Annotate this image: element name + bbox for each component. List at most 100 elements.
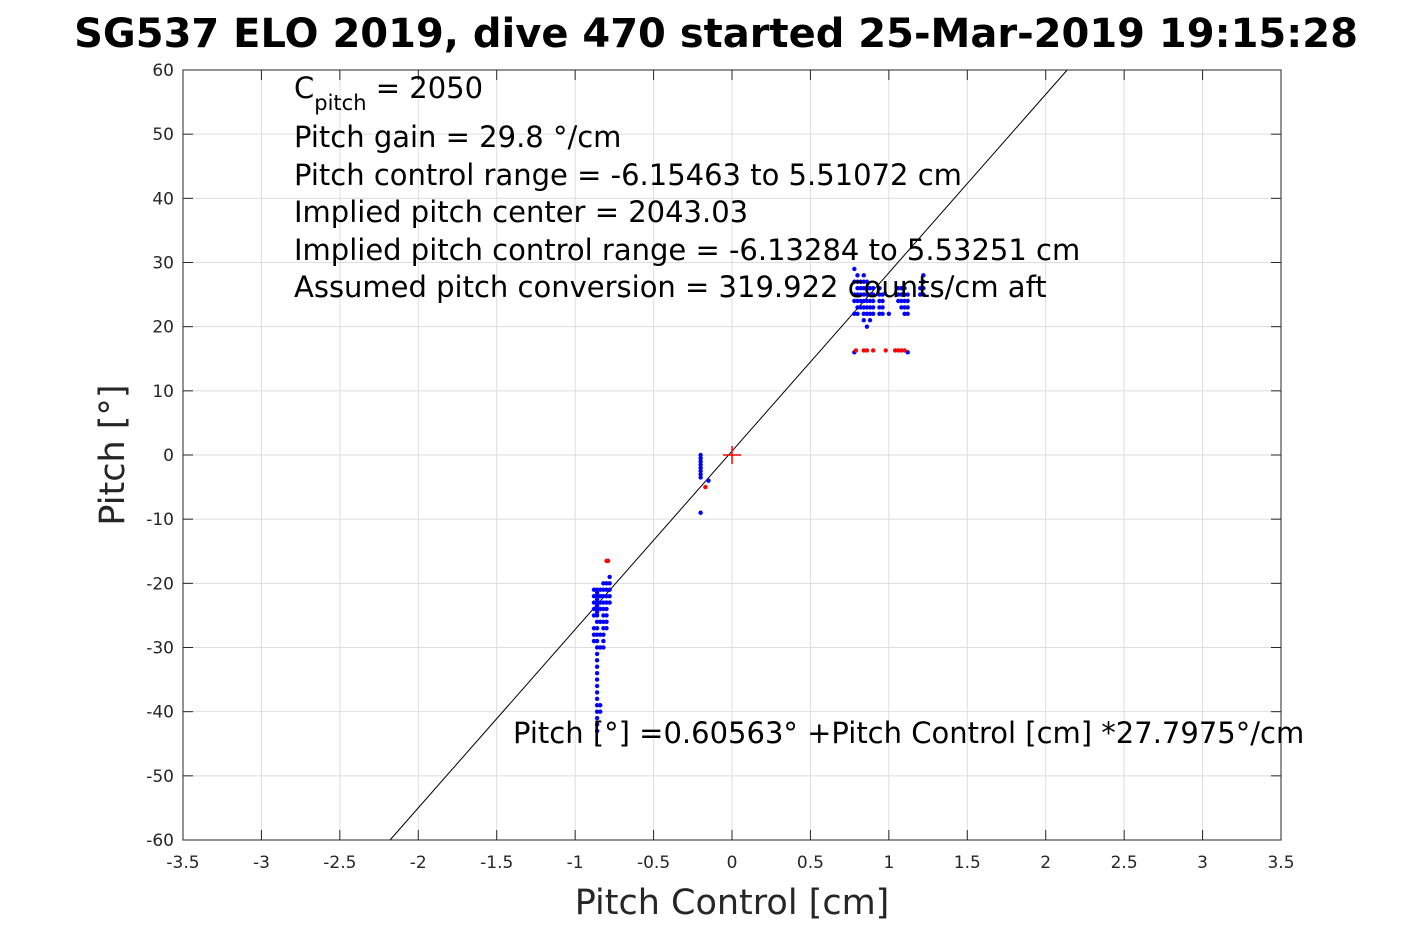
red-data-point xyxy=(902,348,907,353)
blue-data-point xyxy=(880,298,885,304)
blue-data-point xyxy=(601,613,606,618)
y-tick-label: 0 xyxy=(163,446,174,466)
blue-data-point xyxy=(607,574,612,580)
red-data-point xyxy=(896,348,901,353)
blue-data-point xyxy=(870,285,876,291)
blue-data-point xyxy=(852,311,857,317)
blue-data-point xyxy=(905,311,910,317)
blue-data-point xyxy=(594,683,600,689)
blue-data-point xyxy=(855,285,860,291)
blue-data-point xyxy=(591,606,597,612)
blue-data-point xyxy=(899,305,904,310)
blue-data-point xyxy=(591,638,597,644)
blue-data-point xyxy=(870,305,876,310)
blue-data-point xyxy=(905,292,910,297)
red-data-point xyxy=(703,484,708,490)
ticks: -3.5 -3 -2.5 -2 -1.5 -1 -0.5 0 0.5 1 1.5 2 2.5 3 3.5 -6… xyxy=(146,61,1294,873)
blue-data-point xyxy=(858,292,863,297)
data-points xyxy=(591,266,926,734)
blue-data-point xyxy=(855,279,860,284)
blue-data-point xyxy=(698,456,703,461)
blue-data-point xyxy=(591,632,597,637)
blue-data-point xyxy=(604,619,609,625)
blue-data-point xyxy=(698,472,703,477)
blue-data-point xyxy=(861,305,866,310)
blue-data-point xyxy=(896,285,901,291)
blue-data-point xyxy=(880,305,885,310)
blue-data-point xyxy=(594,645,600,650)
blue-data-point xyxy=(886,311,892,317)
x-tick-label: 1.5 xyxy=(954,853,981,873)
blue-data-point xyxy=(861,318,866,323)
blue-data-point xyxy=(870,292,876,297)
x-tick-label: -2.5 xyxy=(323,853,356,873)
cpitch-subscript: pitch xyxy=(314,91,366,115)
blue-data-point xyxy=(902,311,907,317)
x-tick-label: 0.5 xyxy=(797,853,824,873)
x-tick-label: -3 xyxy=(253,853,270,873)
x-axis-label: Pitch Control [cm] xyxy=(575,883,890,923)
blue-data-point xyxy=(899,292,904,297)
x-tick-label: -2 xyxy=(410,853,427,873)
blue-data-point xyxy=(867,305,873,310)
blue-data-point xyxy=(870,298,876,304)
blue-data-point xyxy=(594,728,600,734)
red-data-point xyxy=(892,348,898,353)
blue-data-point xyxy=(601,600,606,605)
blue-data-point xyxy=(594,597,600,602)
blue-data-point xyxy=(591,593,597,599)
blue-data-point xyxy=(867,311,873,317)
x-tick-label: 3.5 xyxy=(1267,853,1294,873)
blue-data-point xyxy=(855,292,860,297)
x-tick-label: 3 xyxy=(1197,853,1208,873)
blue-data-point xyxy=(877,305,882,310)
blue-data-point xyxy=(594,658,600,663)
blue-data-point xyxy=(594,715,600,721)
blue-data-point xyxy=(905,298,910,304)
blue-data-point xyxy=(852,298,857,304)
blue-data-point xyxy=(902,285,907,291)
blue-data-point xyxy=(698,510,703,515)
y-tick-label: -10 xyxy=(146,510,174,530)
blue-data-point xyxy=(604,613,609,618)
blue-data-point xyxy=(877,311,882,317)
red-data-point xyxy=(853,348,859,353)
blue-data-point xyxy=(861,273,866,278)
blue-data-point xyxy=(594,632,600,637)
cpitch-symbol: C xyxy=(294,71,314,105)
blue-data-point xyxy=(594,709,600,714)
blue-data-point xyxy=(870,311,876,317)
blue-data-point xyxy=(601,593,606,599)
blue-data-point xyxy=(899,285,904,291)
blue-data-point xyxy=(601,638,606,644)
blue-data-point xyxy=(598,593,603,599)
blue-data-point xyxy=(601,581,606,586)
blue-data-point xyxy=(896,292,901,297)
blue-data-point xyxy=(598,619,603,625)
red-data-point xyxy=(605,558,611,564)
y-tick-label: -20 xyxy=(146,574,174,594)
fit-equation: Pitch [°] =0.60563° +Pitch Control [cm] … xyxy=(513,716,1304,750)
blue-data-point xyxy=(598,587,603,592)
blue-data-point xyxy=(594,677,600,682)
blue-data-point xyxy=(880,311,885,317)
blue-data-point xyxy=(698,468,703,474)
blue-data-point xyxy=(607,593,612,599)
blue-data-point xyxy=(864,292,870,297)
blue-data-point xyxy=(594,603,600,608)
y-tick-label: 30 xyxy=(152,254,174,274)
blue-data-point xyxy=(604,581,609,586)
x-tick-label: -1 xyxy=(567,853,584,873)
blue-data-point xyxy=(698,452,703,458)
blue-data-point xyxy=(855,305,860,310)
blue-data-point xyxy=(594,696,600,702)
x-tick-label: -0.5 xyxy=(637,853,670,873)
x-tick-label: 2.5 xyxy=(1111,853,1138,873)
y-tick-label: -60 xyxy=(146,831,174,851)
blue-data-point xyxy=(855,273,860,278)
blue-data-point xyxy=(594,606,600,612)
blue-data-point xyxy=(604,606,609,612)
blue-data-point xyxy=(858,279,863,284)
blue-data-point xyxy=(864,279,870,284)
